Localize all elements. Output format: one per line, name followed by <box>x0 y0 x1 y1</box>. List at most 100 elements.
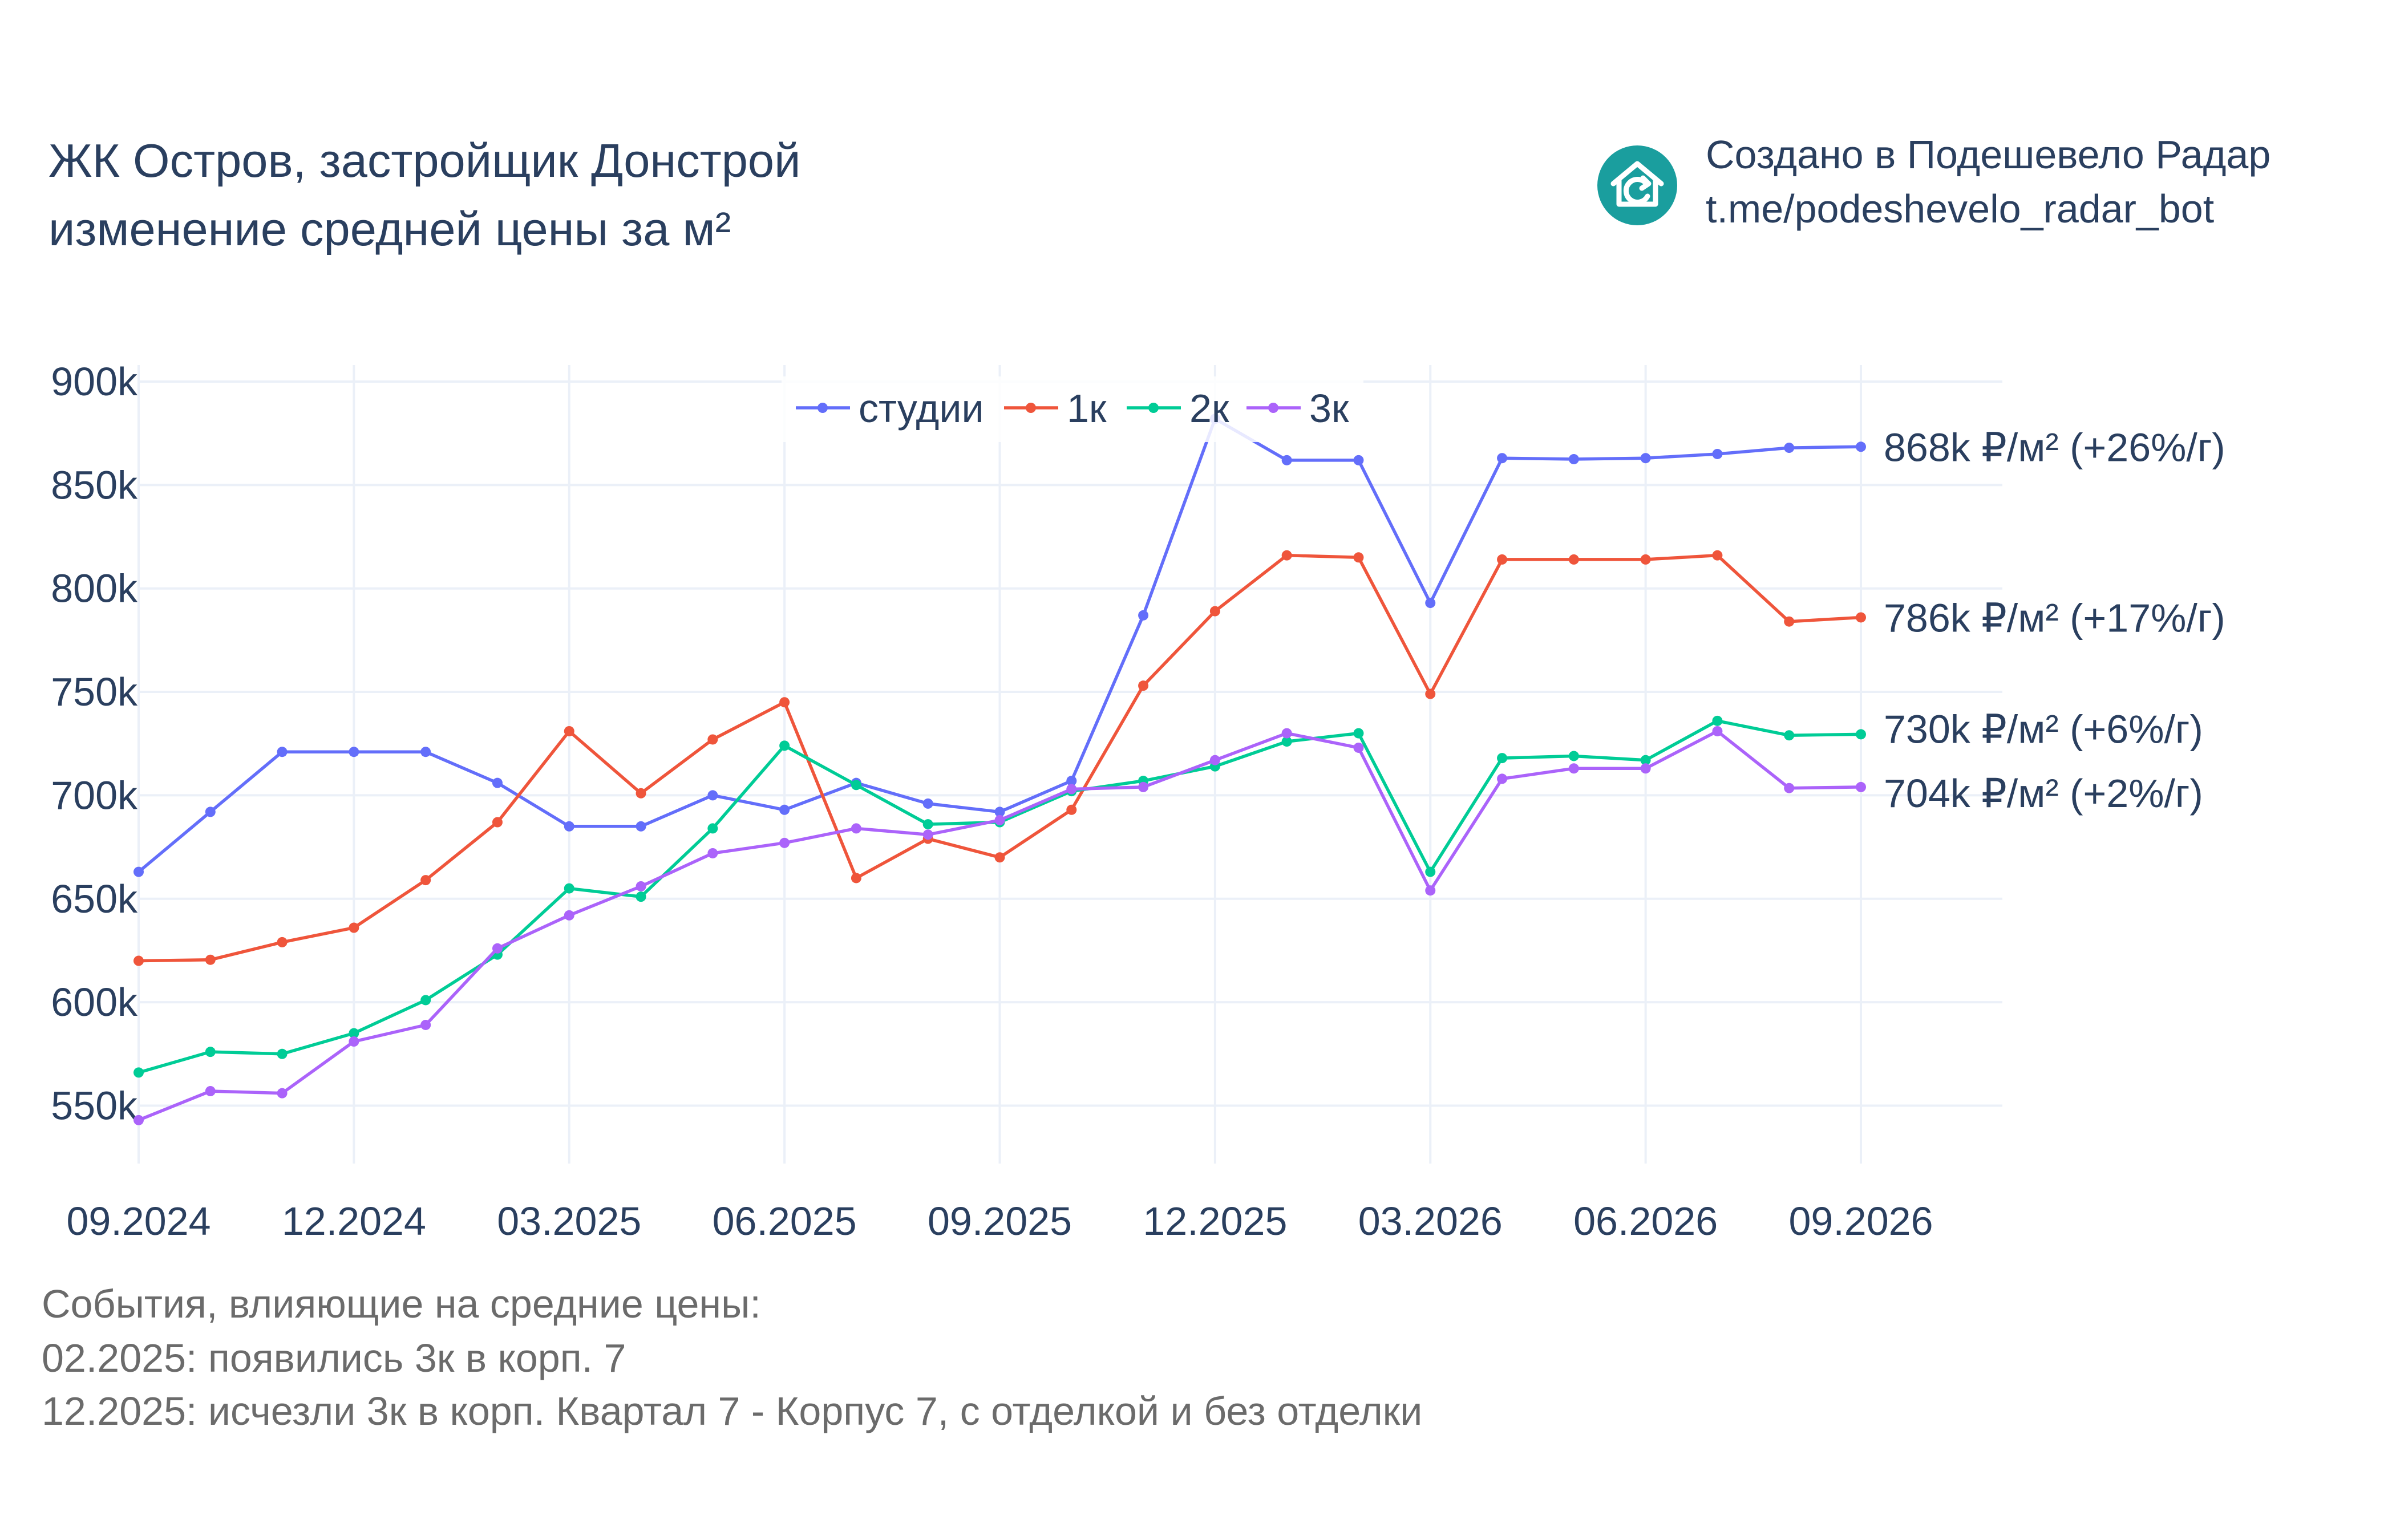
data-point <box>1138 781 1149 792</box>
x-tick-label: 06.2025 <box>713 1199 857 1243</box>
data-point <box>1784 783 1795 793</box>
legend-marker <box>1026 403 1036 413</box>
end-labels: 868k ₽/м² (+26%/г) 786k ₽/м² (+17%/г) 730k… <box>1884 425 2225 816</box>
data-point <box>1568 751 1579 761</box>
data-point <box>1568 454 1579 465</box>
data-point <box>420 747 431 757</box>
data-point <box>707 734 718 745</box>
data-point <box>420 1019 431 1030</box>
data-point <box>564 821 574 832</box>
data-point <box>133 955 144 966</box>
data-point <box>1497 453 1508 464</box>
data-point <box>1497 773 1508 784</box>
data-point <box>349 922 359 933</box>
y-tick-label: 850k <box>51 463 138 507</box>
data-point <box>1353 728 1364 739</box>
data-point <box>1353 455 1364 465</box>
data-point <box>420 995 431 1006</box>
data-point <box>636 821 646 832</box>
y-tick-label: 800k <box>51 566 138 611</box>
y-tick-label: 900k <box>51 359 138 404</box>
data-point <box>1856 441 1866 452</box>
data-point <box>1568 763 1579 774</box>
data-point <box>1640 554 1651 565</box>
data-point <box>636 891 646 902</box>
notes-item-2: 12.2025: исчезли 3к в корп. Квартал 7 - … <box>42 1389 1422 1433</box>
legend-marker <box>817 403 828 413</box>
data-point <box>1712 726 1723 736</box>
legend-label: 1к <box>1067 386 1107 431</box>
grid <box>137 365 2002 1164</box>
data-point <box>1712 550 1723 561</box>
data-point <box>1066 776 1077 787</box>
data-point <box>994 814 1005 825</box>
data-point <box>277 747 288 757</box>
x-tick-label: 09.2024 <box>66 1199 211 1243</box>
data-point <box>1856 781 1866 792</box>
data-point <box>205 954 216 965</box>
legend-marker <box>1268 403 1278 413</box>
series-3к <box>133 726 1866 1125</box>
x-tick-label: 09.2025 <box>928 1199 1072 1243</box>
data-point <box>564 883 574 894</box>
end-value-label: 868k ₽/м² (+26%/г) <box>1884 425 2225 469</box>
data-point <box>1281 736 1292 747</box>
data-point <box>1138 610 1149 621</box>
y-axis: 550k 600k 650k 700k 750k 800k 850k 900k <box>51 359 138 1128</box>
brand-name: Создано в Подешевело Радар <box>1706 132 2270 177</box>
data-point <box>1856 729 1866 740</box>
x-tick-label: 12.2024 <box>282 1199 426 1243</box>
end-value-label: 730k ₽/м² (+6%/г) <box>1884 707 2203 751</box>
data-point <box>1712 715 1723 726</box>
data-point <box>1640 453 1651 464</box>
data-point <box>1353 552 1364 563</box>
data-point <box>851 873 861 884</box>
x-tick-label: 12.2025 <box>1143 1199 1287 1243</box>
data-point <box>492 943 503 954</box>
legend-item-3к[interactable]: 3к <box>1246 386 1349 431</box>
x-tick-label: 06.2026 <box>1573 1199 1718 1243</box>
x-tick-label: 09.2026 <box>1788 1199 1933 1243</box>
data-point <box>851 823 861 834</box>
data-point <box>1640 763 1651 774</box>
data-point <box>1784 443 1795 453</box>
series-lines <box>133 414 1866 1125</box>
data-point <box>1281 550 1292 561</box>
data-point <box>779 740 790 751</box>
legend-marker <box>1148 403 1159 413</box>
chart-title-line-2: изменение средней цены за м² <box>48 202 731 256</box>
notes-heading: События, влияющие на средние цены: <box>42 1282 761 1326</box>
legend-item-студии[interactable]: студии <box>796 386 984 431</box>
notes-item-1: 02.2025: появились 3к в корп. 7 <box>42 1336 626 1380</box>
data-point <box>1281 728 1292 739</box>
legend-item-2к[interactable]: 2к <box>1127 386 1229 431</box>
data-point <box>1784 616 1795 627</box>
data-point <box>1281 455 1292 465</box>
x-axis: 09.2024 12.2024 03.2025 06.2025 09.2025 12.20… <box>66 1199 1933 1243</box>
data-point <box>277 937 288 947</box>
data-point <box>349 1028 359 1039</box>
data-point <box>779 804 790 815</box>
house-refresh-icon <box>1610 161 1664 207</box>
y-tick-label: 650k <box>51 877 138 921</box>
data-point <box>1784 730 1795 741</box>
brand-link[interactable]: t.me/podeshevelo_radar_bot <box>1706 187 2214 231</box>
end-value-label: 786k ₽/м² (+17%/г) <box>1884 595 2225 640</box>
data-point <box>133 866 144 877</box>
data-point <box>1138 680 1149 691</box>
y-tick-label: 600k <box>51 980 138 1024</box>
legend-label: 2к <box>1189 386 1229 431</box>
brand-logo <box>1597 145 1677 225</box>
data-point <box>1568 554 1579 565</box>
data-point <box>707 823 718 834</box>
data-point <box>1497 554 1508 565</box>
data-point <box>1066 804 1077 815</box>
legend-item-1к[interactable]: 1к <box>1004 386 1107 431</box>
data-point <box>420 875 431 886</box>
data-point <box>1425 885 1436 896</box>
y-tick-label: 700k <box>51 773 138 817</box>
data-point <box>1497 753 1508 764</box>
data-point <box>1066 784 1077 795</box>
data-point <box>1353 742 1364 753</box>
